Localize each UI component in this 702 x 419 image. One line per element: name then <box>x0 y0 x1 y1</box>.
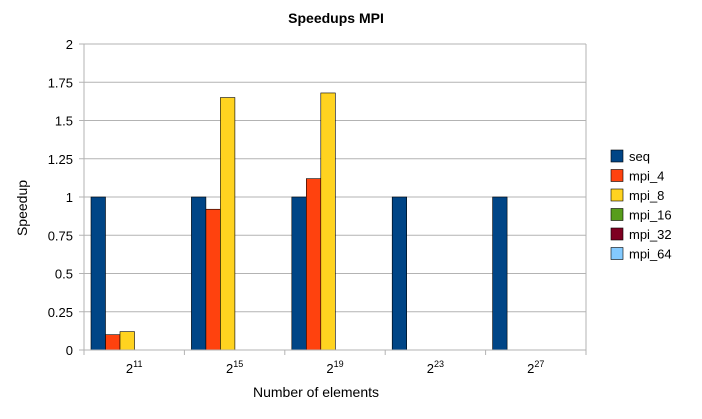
legend-swatch-mpi_8 <box>610 188 624 202</box>
bar-seq-0 <box>90 196 106 351</box>
x-tick-label: 219 <box>326 359 343 376</box>
y-tick-label: 0.25 <box>48 305 73 320</box>
axes <box>83 44 587 355</box>
bar-mpi_8-2 <box>320 92 336 351</box>
x-tick-labels: 211 215 219 223 227 <box>126 359 545 376</box>
y-tick-label: 2 <box>66 37 73 52</box>
legend-label-mpi_8: mpi_8 <box>629 188 664 203</box>
legend-label-mpi_64: mpi_64 <box>629 247 672 262</box>
bar-seq-4 <box>492 196 508 351</box>
chart-title: Speedups MPI <box>288 10 384 26</box>
y-tick-label: 0 <box>66 343 73 358</box>
bar-mpi_4-2 <box>305 178 322 351</box>
legend-swatch-seq <box>610 149 624 163</box>
bar-seq-1 <box>191 196 207 351</box>
legend-swatch-mpi_4 <box>610 169 624 182</box>
x-tick-label: 227 <box>527 359 544 376</box>
legend-label-mpi_32: mpi_32 <box>629 227 672 242</box>
bar-mpi_4-0 <box>105 334 121 351</box>
legend: seq mpi_4 mpi_8 mpi_16 mpi_32 mpi_64 <box>610 149 672 262</box>
bar-mpi_8-1 <box>220 97 236 351</box>
y-tick-label: 1.25 <box>48 152 73 167</box>
y-axis-label: Speedup <box>14 180 30 236</box>
y-tick-labels: 0 0.25 0.5 0.75 1 1.25 1.5 1.75 2 <box>48 37 73 358</box>
y-tick-label: 0.5 <box>55 267 73 282</box>
legend-swatch-mpi_16 <box>610 208 624 221</box>
y-tick-label: 1 <box>66 190 73 205</box>
legend-label-mpi_16: mpi_16 <box>629 208 672 223</box>
y-tick-label: 0.75 <box>48 228 73 243</box>
bar-mpi_4-1 <box>205 208 221 351</box>
legend-swatch-mpi_64 <box>610 247 624 260</box>
bar-mpi_8-0 <box>119 331 135 351</box>
bar-seq-2 <box>291 196 307 351</box>
y-tick-label: 1.75 <box>48 75 73 90</box>
legend-label-mpi_4: mpi_4 <box>629 169 664 184</box>
y-tick-label: 1.5 <box>55 114 73 129</box>
x-tick-label: 223 <box>427 359 444 376</box>
legend-swatch-mpi_32 <box>610 227 624 241</box>
x-tick-label: 215 <box>226 359 243 376</box>
legend-label-seq: seq <box>629 149 650 164</box>
x-axis-label: Number of elements <box>253 384 379 400</box>
x-tick-label: 211 <box>126 359 143 376</box>
bar-seq-3 <box>391 196 408 351</box>
